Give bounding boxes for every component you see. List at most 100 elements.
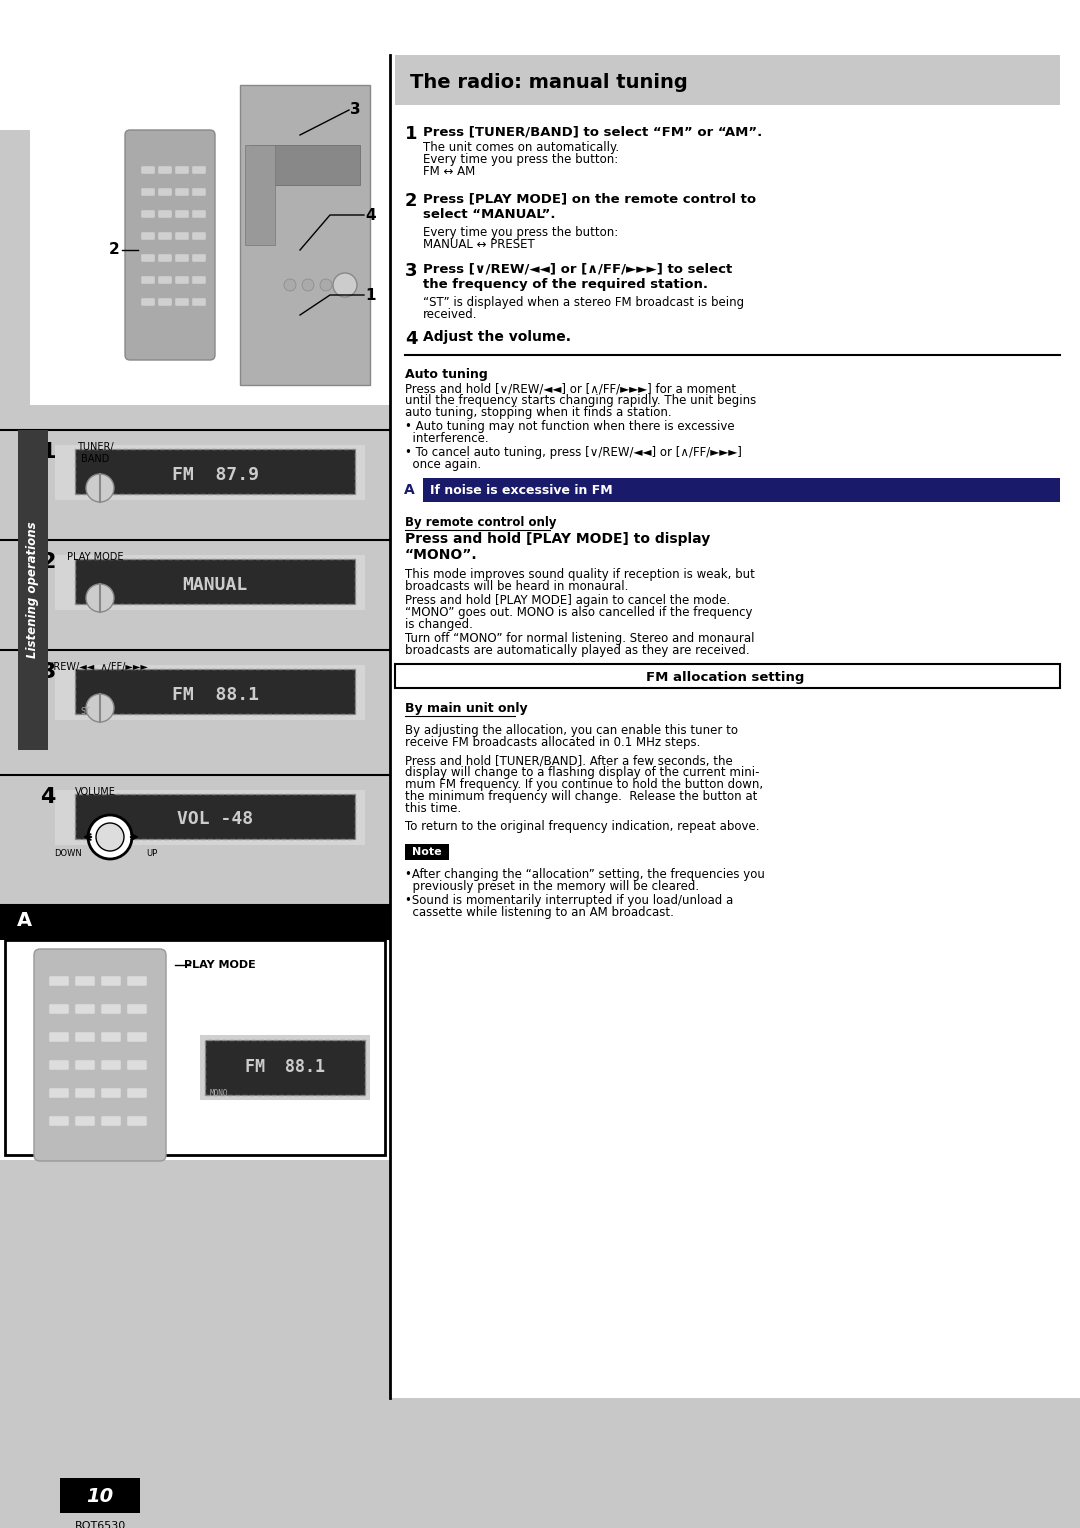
Text: • To cancel auto tuning, press [∨/REW/◄◄] or [∧/FF/►►►]: • To cancel auto tuning, press [∨/REW/◄◄… — [405, 446, 742, 458]
FancyBboxPatch shape — [192, 277, 206, 284]
Bar — [75, 559, 355, 604]
Text: broadcasts are automatically played as they are received.: broadcasts are automatically played as t… — [405, 643, 750, 657]
Text: ST: ST — [80, 707, 90, 717]
FancyBboxPatch shape — [125, 130, 215, 361]
FancyBboxPatch shape — [33, 949, 166, 1161]
Bar — [0, 0, 1080, 55]
Text: To return to the original frequency indication, repeat above.: To return to the original frequency indi… — [405, 821, 759, 833]
Text: FM  88.1: FM 88.1 — [172, 686, 258, 703]
Text: Turn off “MONO” for normal listening. Stereo and monaural: Turn off “MONO” for normal listening. St… — [405, 633, 755, 645]
FancyBboxPatch shape — [49, 1088, 69, 1099]
Text: Listening operations: Listening operations — [27, 521, 40, 659]
Text: Press and hold [∨/REW/◄◄] or [∧/FF/►►►] for a moment: Press and hold [∨/REW/◄◄] or [∧/FF/►►►] … — [405, 382, 737, 396]
Text: 1: 1 — [365, 287, 376, 303]
Text: By main unit only: By main unit only — [405, 701, 528, 715]
Circle shape — [86, 694, 114, 723]
Circle shape — [338, 280, 350, 290]
FancyBboxPatch shape — [192, 298, 206, 306]
Text: •After changing the “allocation” setting, the frequencies you: •After changing the “allocation” setting… — [405, 868, 765, 882]
Text: 3: 3 — [405, 261, 418, 280]
Text: broadcasts will be heard in monaural.: broadcasts will be heard in monaural. — [405, 581, 629, 593]
Circle shape — [333, 274, 357, 296]
Text: “ST” is displayed when a stereo FM broadcast is being: “ST” is displayed when a stereo FM broad… — [423, 296, 744, 309]
FancyBboxPatch shape — [102, 1004, 121, 1015]
Text: Every time you press the button:: Every time you press the button: — [423, 153, 618, 167]
Text: 4: 4 — [365, 208, 376, 223]
Text: is changed.: is changed. — [405, 617, 473, 631]
FancyBboxPatch shape — [175, 232, 189, 240]
Circle shape — [86, 474, 114, 503]
Bar — [60, 1478, 140, 1513]
Bar — [55, 445, 365, 500]
Text: MANUAL ↔ PRESET: MANUAL ↔ PRESET — [423, 238, 535, 251]
FancyBboxPatch shape — [141, 167, 156, 174]
FancyBboxPatch shape — [192, 167, 206, 174]
FancyBboxPatch shape — [75, 1031, 95, 1042]
Bar — [75, 669, 355, 714]
Text: The radio: manual tuning: The radio: manual tuning — [410, 72, 688, 92]
Text: VOLUME: VOLUME — [75, 787, 116, 798]
FancyBboxPatch shape — [75, 976, 95, 986]
Bar — [75, 449, 355, 494]
FancyBboxPatch shape — [49, 1060, 69, 1070]
FancyBboxPatch shape — [127, 976, 147, 986]
Bar — [249, 145, 360, 185]
FancyBboxPatch shape — [127, 1060, 147, 1070]
Circle shape — [87, 814, 132, 859]
Text: 10: 10 — [86, 1487, 113, 1505]
Text: Every time you press the button:: Every time you press the button: — [423, 226, 618, 238]
Text: mum FM frequency. If you continue to hold the button down,: mum FM frequency. If you continue to hol… — [405, 778, 764, 792]
Text: the minimum frequency will change.  Release the button at: the minimum frequency will change. Relea… — [405, 790, 757, 804]
Text: “MONO” goes out. MONO is also cancelled if the frequency: “MONO” goes out. MONO is also cancelled … — [405, 607, 753, 619]
FancyBboxPatch shape — [158, 209, 172, 219]
Text: A: A — [16, 911, 31, 929]
FancyBboxPatch shape — [158, 277, 172, 284]
Text: this time.: this time. — [405, 802, 461, 814]
Bar — [5, 905, 43, 935]
Text: This mode improves sound quality if reception is weak, but: This mode improves sound quality if rece… — [405, 568, 755, 581]
FancyBboxPatch shape — [127, 1115, 147, 1126]
Text: Auto tuning: Auto tuning — [405, 368, 488, 380]
Text: UP: UP — [147, 848, 158, 857]
Bar — [200, 1034, 370, 1100]
Text: cassette while listening to an AM broadcast.: cassette while listening to an AM broadc… — [405, 906, 674, 918]
FancyBboxPatch shape — [158, 167, 172, 174]
FancyBboxPatch shape — [141, 277, 156, 284]
Bar — [18, 429, 48, 750]
Text: Adjust the volume.: Adjust the volume. — [423, 330, 571, 344]
Circle shape — [302, 280, 314, 290]
Text: A: A — [404, 483, 415, 497]
Bar — [0, 130, 390, 1473]
Bar — [395, 478, 1059, 503]
FancyBboxPatch shape — [75, 1060, 95, 1070]
Text: PLAY MODE: PLAY MODE — [67, 552, 123, 562]
Text: receive FM broadcasts allocated in 0.1 MHz steps.: receive FM broadcasts allocated in 0.1 M… — [405, 736, 700, 749]
Text: By remote control only: By remote control only — [405, 516, 556, 529]
FancyBboxPatch shape — [127, 1088, 147, 1099]
FancyBboxPatch shape — [175, 209, 189, 219]
Text: Press and hold [TUNER/BAND]. After a few seconds, the: Press and hold [TUNER/BAND]. After a few… — [405, 753, 732, 767]
FancyBboxPatch shape — [175, 167, 189, 174]
Text: auto tuning, stopping when it finds a station.: auto tuning, stopping when it finds a st… — [405, 406, 672, 419]
Text: Press and hold [PLAY MODE] again to cancel the mode.: Press and hold [PLAY MODE] again to canc… — [405, 594, 730, 607]
FancyBboxPatch shape — [141, 188, 156, 196]
Text: 4: 4 — [405, 330, 418, 348]
Bar — [245, 145, 275, 244]
Text: 2: 2 — [405, 193, 418, 209]
FancyBboxPatch shape — [75, 1088, 95, 1099]
Text: until the frequency starts changing rapidly. The unit begins: until the frequency starts changing rapi… — [405, 394, 756, 406]
FancyBboxPatch shape — [141, 209, 156, 219]
Bar — [0, 1398, 1080, 1528]
FancyBboxPatch shape — [102, 1031, 121, 1042]
Bar — [205, 1041, 365, 1096]
Text: 1: 1 — [405, 125, 418, 144]
FancyBboxPatch shape — [141, 254, 156, 261]
FancyBboxPatch shape — [192, 209, 206, 219]
Text: •Sound is momentarily interrupted if you load/unload a: •Sound is momentarily interrupted if you… — [405, 894, 733, 908]
Text: MANUAL: MANUAL — [183, 576, 247, 593]
FancyBboxPatch shape — [192, 254, 206, 261]
Text: 3: 3 — [40, 662, 56, 681]
Text: PLAY MODE: PLAY MODE — [184, 960, 256, 970]
FancyBboxPatch shape — [49, 1115, 69, 1126]
Text: TUNER/
BAND: TUNER/ BAND — [77, 442, 113, 465]
